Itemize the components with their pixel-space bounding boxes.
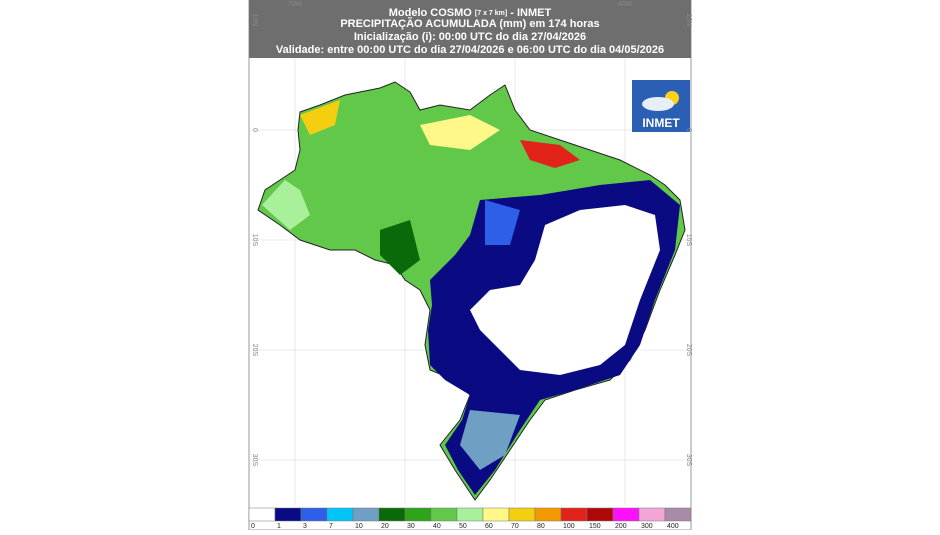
legend-label: 20 — [381, 523, 389, 530]
latitude-label: 20S — [685, 344, 692, 357]
precipitation-field — [257, 81, 686, 501]
legend-label: 30 — [407, 523, 415, 530]
field-patch — [300, 100, 340, 135]
field-patch — [380, 220, 420, 275]
legend-label: 3 — [303, 523, 307, 530]
legend: 0 1 3 7 10 20 30 40 50 60 70 80 100 150 200 300 400 — [248, 507, 692, 530]
latitude-label: 10N — [685, 14, 692, 27]
legend-label: 200 — [615, 523, 627, 530]
legend-swatch — [352, 507, 380, 522]
header-line: Validade: entre 00:00 UTC do dia 27/04/2… — [276, 44, 664, 56]
field-patch — [470, 205, 660, 375]
legend-label: 50 — [459, 523, 467, 530]
legend-label: 300 — [641, 523, 653, 530]
latitude-label: 0 — [685, 128, 692, 132]
latitude-label: 10S — [685, 234, 692, 247]
legend-label: 1 — [277, 523, 281, 530]
field-patch — [485, 200, 520, 245]
longitude-label: 70W — [288, 1, 303, 8]
legend-swatch — [508, 507, 536, 522]
legend-swatch — [378, 507, 406, 522]
field-patch — [262, 180, 310, 230]
legend-label: 40 — [433, 523, 441, 530]
header-title: Modelo COSMO [7 x 7 km] - INMET — [389, 7, 552, 19]
header-band — [249, 0, 691, 58]
legend-label: 10 — [355, 523, 363, 530]
field-patch — [520, 140, 580, 168]
legend-label: 7 — [329, 523, 333, 530]
legend-swatch — [534, 507, 562, 522]
legend-swatch — [274, 507, 302, 522]
legend-label: 60 — [485, 523, 493, 530]
legend-swatch — [430, 507, 458, 522]
header-line: PRECIPITAÇÃO ACUMULADA (mm) em 174 horas — [340, 17, 599, 30]
logo: INMET — [632, 80, 690, 132]
logo-text: INMET — [642, 116, 680, 130]
legend-swatch — [664, 507, 692, 522]
axis-labels: 70W 40W 10N 10N 0 0 10S 10S 20S 20S 30S 30S — [251, 1, 692, 467]
legend-swatch — [300, 507, 328, 522]
logo-cloud — [642, 97, 674, 111]
legend-swatch — [326, 507, 354, 522]
header-line: Inicialização (i): 00:00 UTC do dia 27/0… — [354, 31, 586, 43]
legend-label: 80 — [537, 523, 545, 530]
latitude-label: 0 — [251, 128, 258, 132]
latitude-label: 20S — [251, 344, 258, 357]
legend-swatch — [560, 507, 588, 522]
field-patch — [460, 410, 520, 470]
legend-label: 0 — [251, 523, 255, 530]
legend-label: 150 — [589, 523, 601, 530]
latitude-label: 30S — [685, 454, 692, 467]
legend-swatch — [456, 507, 484, 522]
legend-label: 400 — [667, 523, 679, 530]
legend-swatch — [638, 507, 666, 522]
latitude-label: 30S — [251, 454, 258, 467]
legend-label: 70 — [511, 523, 519, 530]
legend-swatch — [612, 507, 640, 522]
legend-swatch — [248, 507, 276, 522]
legend-swatch — [482, 507, 510, 522]
longitude-label: 40W — [618, 1, 633, 8]
latitude-label: 10N — [251, 14, 258, 27]
legend-label: 100 — [563, 523, 575, 530]
field-patch — [420, 115, 500, 150]
legend-swatch — [404, 507, 432, 522]
latitude-label: 10S — [251, 234, 258, 247]
legend-swatch — [586, 507, 614, 522]
